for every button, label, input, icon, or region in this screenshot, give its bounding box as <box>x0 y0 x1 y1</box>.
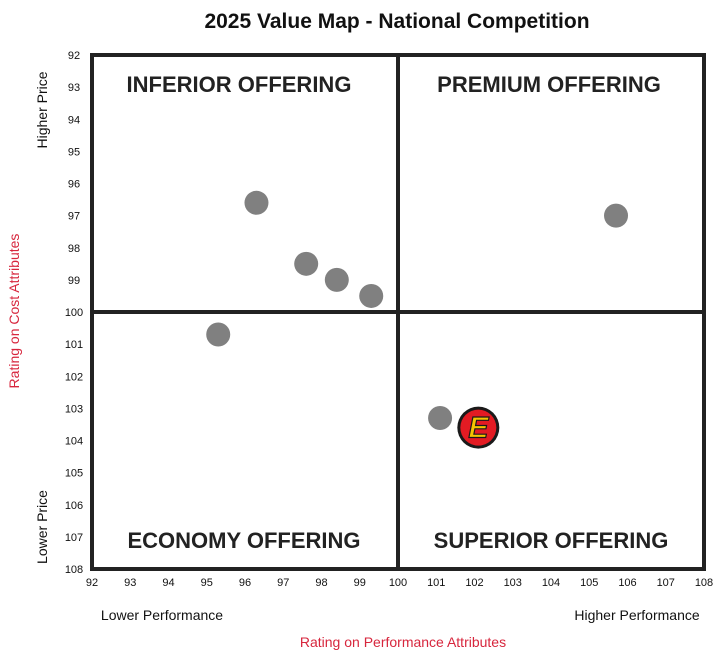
x-tick-label: 93 <box>124 577 136 589</box>
y-tick-label: 92 <box>68 50 80 62</box>
data-points <box>206 190 629 431</box>
x-tick-label: 94 <box>162 577 174 589</box>
y-axis-title: Rating on Cost Attributes <box>6 234 22 389</box>
highlight-marker: E <box>457 406 500 449</box>
y-tick-label: 101 <box>65 339 83 351</box>
y-tick-label: 107 <box>65 532 83 544</box>
x-tick-label: 95 <box>201 577 213 589</box>
y-tick-labels: 92 93 94 95 96 97 98 99 100 101 102 103 104 105 106 107… <box>65 50 83 576</box>
x-tick-label: 107 <box>657 577 675 589</box>
data-point <box>428 406 453 431</box>
quadrant-label-inferior: INFERIOR OFFERING <box>127 72 352 97</box>
data-point <box>604 203 629 228</box>
y-top-label: Higher Price <box>34 71 50 148</box>
data-point <box>359 283 384 308</box>
x-tick-label: 100 <box>389 577 407 589</box>
x-tick-label: 102 <box>465 577 483 589</box>
quadrant-label-superior: SUPERIOR OFFERING <box>434 528 669 553</box>
plot-frame <box>90 53 706 571</box>
e-logo-letter: E <box>468 412 489 445</box>
quadrant-label-premium: PREMIUM OFFERING <box>437 72 661 97</box>
x-tick-label: 99 <box>354 577 366 589</box>
x-tick-label: 104 <box>542 577 560 589</box>
quadrant-label-economy: ECONOMY OFFERING <box>127 528 360 553</box>
data-point <box>244 190 269 215</box>
x-low-label: Lower Performance <box>101 607 223 623</box>
y-tick-label: 97 <box>68 211 80 223</box>
x-tick-label: 106 <box>618 577 636 589</box>
chart-title: 2025 Value Map - National Competition <box>204 10 589 33</box>
data-point <box>324 267 349 292</box>
y-tick-label: 99 <box>68 275 80 287</box>
data-point <box>206 322 231 347</box>
x-tick-label: 92 <box>86 577 98 589</box>
y-tick-label: 105 <box>65 468 83 480</box>
x-tick-label: 97 <box>277 577 289 589</box>
x-tick-label: 103 <box>504 577 522 589</box>
y-tick-label: 100 <box>65 307 83 319</box>
x-tick-label: 108 <box>695 577 713 589</box>
y-tick-label: 104 <box>65 436 83 448</box>
y-tick-label: 95 <box>68 146 80 158</box>
y-tick-label: 94 <box>68 114 80 126</box>
y-tick-label: 106 <box>65 500 83 512</box>
y-tick-label: 96 <box>68 179 80 191</box>
y-tick-label: 102 <box>65 371 83 383</box>
y-tick-label: 108 <box>65 564 83 576</box>
y-bottom-label: Lower Price <box>34 490 50 564</box>
x-tick-label: 98 <box>315 577 327 589</box>
x-tick-label: 105 <box>580 577 598 589</box>
x-high-label: Higher Performance <box>574 607 699 623</box>
y-tick-label: 103 <box>65 403 83 415</box>
y-tick-label: 93 <box>68 82 80 94</box>
x-tick-label: 96 <box>239 577 251 589</box>
x-axis-title: Rating on Performance Attributes <box>300 634 506 650</box>
x-tick-labels: 92 93 94 95 96 97 98 99 100 101 102 103 104 105 106 107… <box>86 577 713 589</box>
e-logo-icon: E <box>457 406 500 449</box>
data-point <box>294 251 319 276</box>
x-tick-label: 101 <box>427 577 445 589</box>
y-tick-label: 98 <box>68 243 80 255</box>
